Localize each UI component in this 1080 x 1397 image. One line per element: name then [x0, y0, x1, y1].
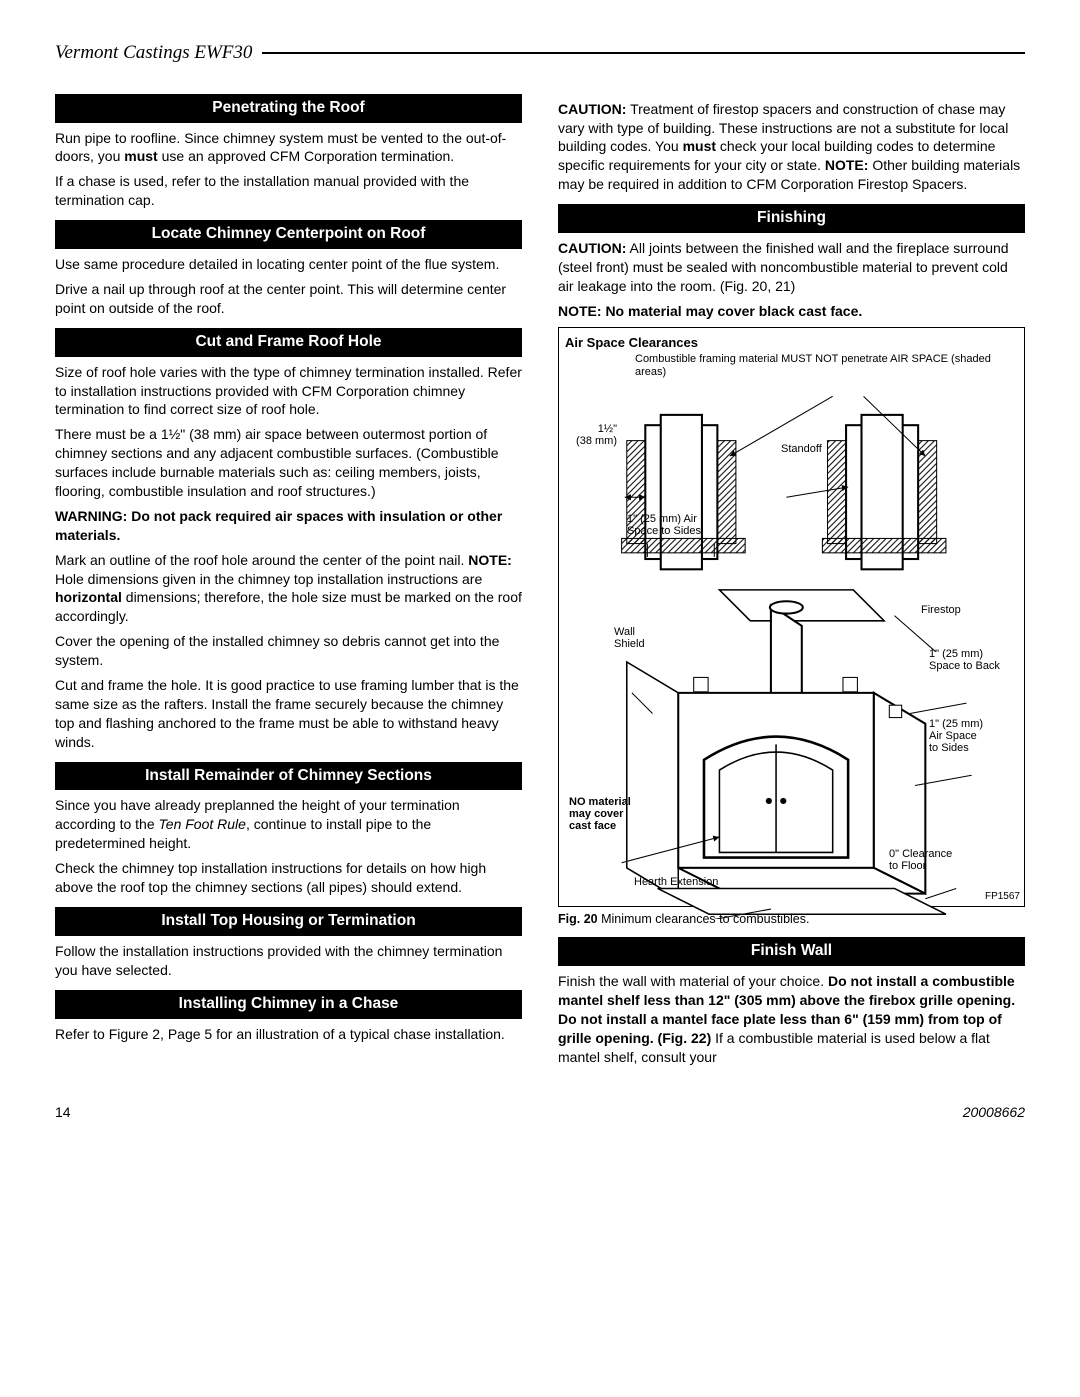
label-airside: 1" (25 mm) Air Space to Sides: [627, 513, 701, 537]
paragraph: Run pipe to roofline. Since chimney syst…: [55, 129, 522, 167]
label-spaceback: 1" (25 mm) Space to Back: [929, 648, 1000, 672]
paragraph: Follow the installation instructions pro…: [55, 942, 522, 980]
label-firestop: Firestop: [921, 604, 961, 616]
paragraph: Finish the wall with material of your ch…: [558, 972, 1025, 1066]
section-finish-wall: Finish Wall: [558, 937, 1025, 966]
right-column: CAUTION: Treatment of firestop spacers a…: [558, 94, 1025, 1073]
paragraph: Check the chimney top installation instr…: [55, 859, 522, 897]
paragraph: Refer to Figure 2, Page 5 for an illustr…: [55, 1025, 522, 1044]
paragraph: Cut and frame the hole. It is good pract…: [55, 676, 522, 752]
paragraph: Cover the opening of the installed chimn…: [55, 632, 522, 670]
section-install-top: Install Top Housing or Termination: [55, 907, 522, 936]
page-header: Vermont Castings EWF30: [55, 40, 1025, 66]
document-id: 20008662: [963, 1103, 1025, 1122]
section-finishing: Finishing: [558, 204, 1025, 233]
header-rule: [262, 52, 1025, 54]
section-penetrating-roof: Penetrating the Roof: [55, 94, 522, 123]
label-hearth: Hearth Extension: [634, 876, 718, 888]
figure-title: Air Space Clearances: [565, 334, 1018, 352]
left-column: Penetrating the Roof Run pipe to rooflin…: [55, 94, 522, 1073]
section-install-remainder: Install Remainder of Chimney Sections: [55, 762, 522, 791]
figure-code: FP1567: [985, 890, 1020, 904]
paragraph: CAUTION: All joints between the finished…: [558, 239, 1025, 296]
section-locate-centerpoint: Locate Chimney Centerpoint on Roof: [55, 220, 522, 249]
paragraph: Use same procedure detailed in locating …: [55, 255, 522, 274]
caution-paragraph: CAUTION: Treatment of firestop spacers a…: [558, 100, 1025, 194]
paragraph: Size of roof hole varies with the type o…: [55, 363, 522, 420]
figure-subtitle: Combustible framing material MUST NOT pe…: [635, 353, 1018, 379]
paragraph: Mark an outline of the roof hole around …: [55, 551, 522, 627]
note-text: NOTE: No material may cover black cast f…: [558, 302, 1025, 321]
page-number: 14: [55, 1103, 71, 1122]
section-cut-frame: Cut and Frame Roof Hole: [55, 328, 522, 357]
section-install-chase: Installing Chimney in a Chase: [55, 990, 522, 1019]
label-floor: 0" Clearance to Floor: [889, 848, 952, 872]
paragraph: If a chase is used, refer to the install…: [55, 172, 522, 210]
two-column-layout: Penetrating the Roof Run pipe to rooflin…: [55, 94, 1025, 1073]
paragraph: Since you have already preplanned the he…: [55, 796, 522, 853]
label-wallshield: Wall Shield: [614, 626, 645, 650]
label-dim: 1½" (38 mm): [565, 423, 617, 447]
paragraph: There must be a 1½" (38 mm) air space be…: [55, 425, 522, 501]
figure-20-box: Air Space Clearances Combustible framing…: [558, 327, 1025, 907]
label-nomat: NO material may cover cast face: [569, 796, 631, 832]
paragraph: Drive a nail up through roof at the cent…: [55, 280, 522, 318]
label-standoff: Standoff: [781, 443, 822, 455]
product-title: Vermont Castings EWF30: [55, 40, 252, 66]
warning-text: WARNING: Do not pack required air spaces…: [55, 507, 522, 545]
page-footer: 14 20008662: [55, 1103, 1025, 1122]
label-airsides2: 1" (25 mm) Air Space to Sides: [929, 718, 983, 754]
